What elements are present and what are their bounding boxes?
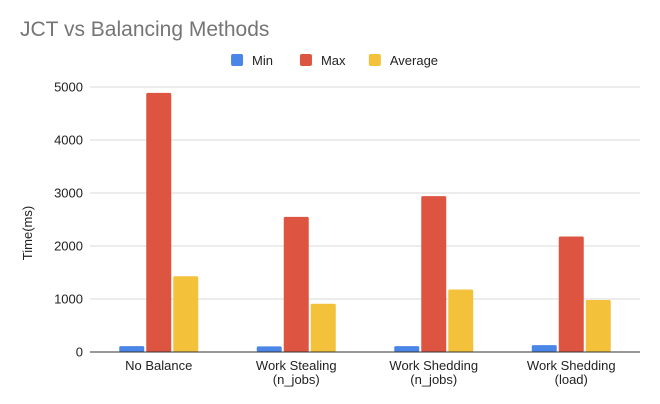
x-tick-label: (n_jobs) [273, 372, 320, 387]
y-tick-label: 0 [76, 345, 83, 360]
x-axis: No Balance Work Stealing(n_jobs)Work Shed… [125, 358, 615, 387]
bars [119, 92, 611, 352]
y-tick-label: 2000 [54, 239, 83, 254]
bar-average-1 [310, 303, 336, 352]
legend-swatch-max [299, 54, 312, 66]
bar-average-0 [173, 276, 199, 352]
x-tick-label: Work Shedding [389, 358, 478, 373]
y-tick-label: 1000 [54, 292, 83, 307]
legend-label-max: Max [321, 53, 346, 68]
bar-average-3 [585, 300, 611, 352]
bar-max-3 [558, 236, 584, 352]
gridlines [90, 86, 640, 300]
legend: Min Max Average [231, 53, 438, 68]
bar-min-3 [531, 345, 557, 352]
bar-average-2 [448, 289, 474, 352]
bar-min-2 [394, 346, 420, 352]
legend-label-average: Average [390, 53, 438, 68]
chart-title: JCT vs Balancing Methods [20, 18, 269, 41]
bar-min-1 [256, 346, 282, 352]
y-tick-label: 5000 [54, 80, 83, 95]
y-axis-label: Time(ms) [20, 206, 35, 260]
bar-max-1 [283, 216, 309, 352]
legend-swatch-min [231, 54, 244, 66]
bar-max-2 [421, 196, 447, 352]
y-tick-label: 3000 [54, 186, 83, 201]
legend-label-min: Min [252, 53, 273, 68]
bar-min-0 [119, 346, 145, 352]
y-axis: 0 1000 2000 3000 4000 5000 [54, 80, 83, 360]
x-tick-label: (n_jobs) [410, 372, 457, 387]
bar-max-0 [146, 92, 172, 352]
x-tick-label: No Balance [125, 358, 192, 373]
legend-swatch-average [368, 54, 381, 66]
y-tick-label: 4000 [54, 133, 83, 148]
x-tick-label: Work Stealing [256, 358, 337, 373]
x-tick-label: Work Shedding [527, 358, 616, 373]
x-tick-label: (load) [555, 372, 588, 387]
